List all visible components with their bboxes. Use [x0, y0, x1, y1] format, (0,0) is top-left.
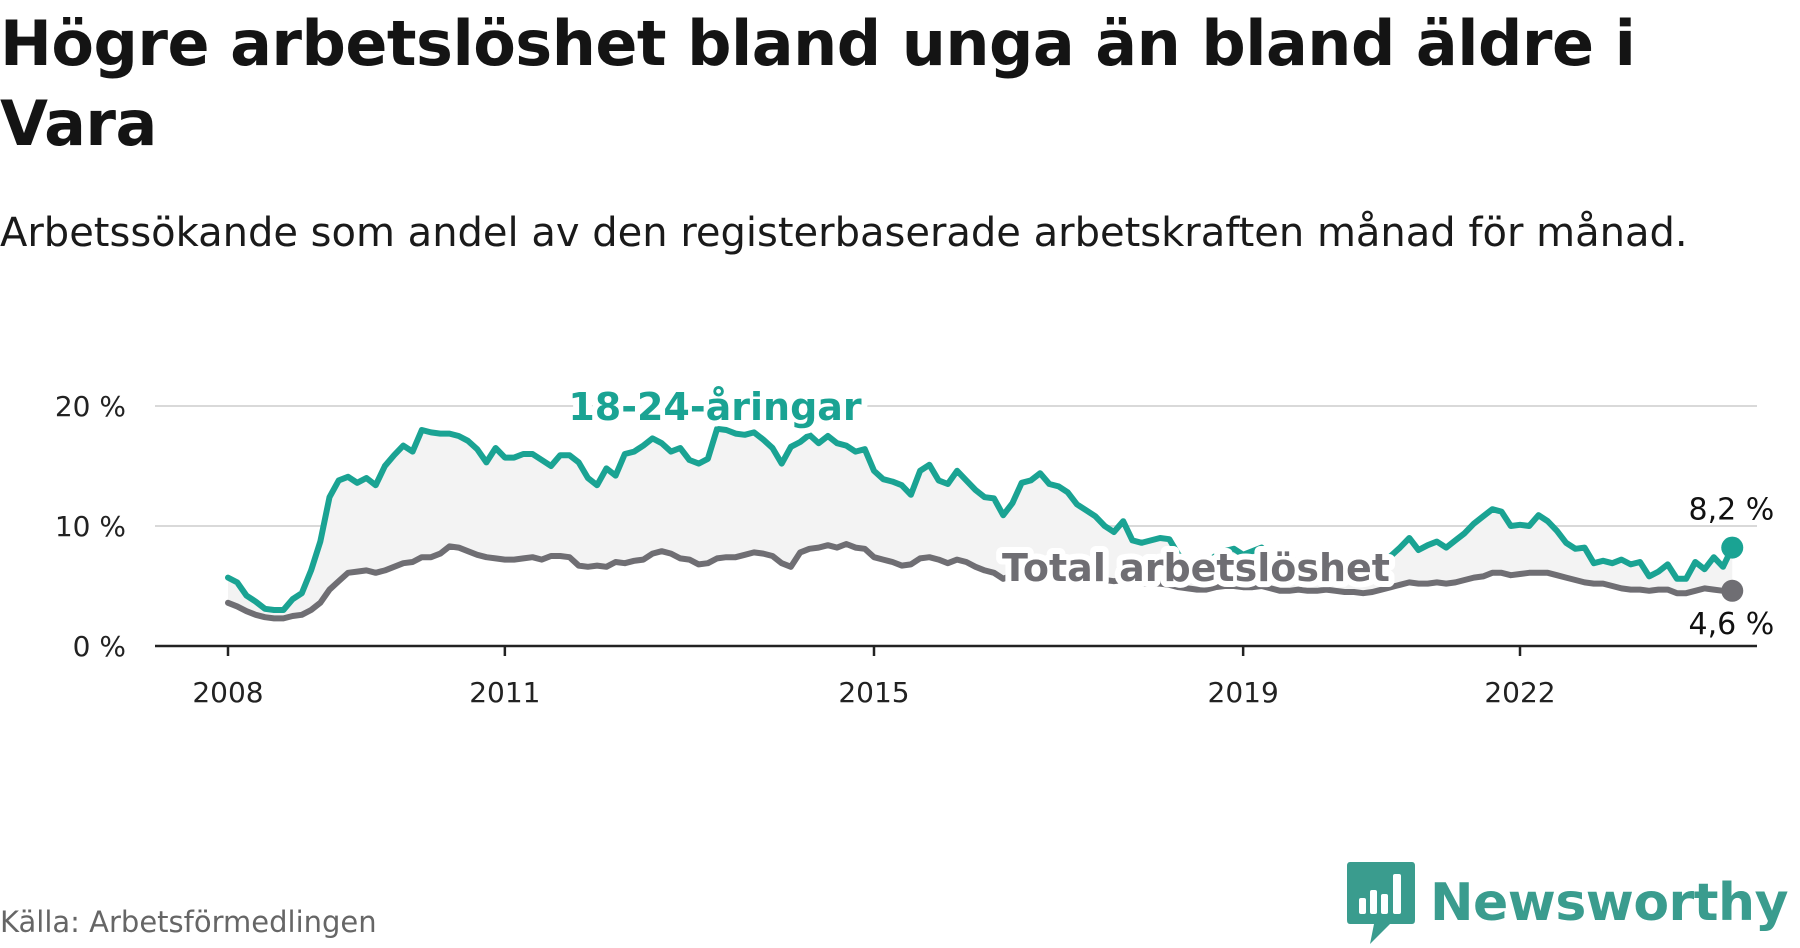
y-tick-label: 20 % [55, 390, 126, 423]
total-line [225, 541, 1736, 622]
youth-end-label: 8,2 % [1688, 493, 1774, 528]
x-tick-label: 2022 [1484, 676, 1555, 709]
source-note: Källa: Arbetsförmedlingen [0, 905, 377, 939]
total-series-label: Total arbetslöshet [1002, 546, 1390, 590]
total-end-point [1721, 579, 1744, 602]
newsworthy-logo-icon [1347, 862, 1415, 944]
total-end-label: 4,6 % [1688, 607, 1774, 642]
series-total [225, 541, 1744, 622]
youth-end-point [1721, 536, 1744, 559]
newsworthy-logo: Newsworthy [1346, 860, 1788, 946]
y-tick-label: 10 % [55, 510, 126, 543]
youth-line [225, 425, 1736, 613]
youth-series-label-halo: 18-24-åringar [568, 385, 862, 429]
chart-title: Högre arbetslöshet bland unga än bland ä… [0, 7, 1636, 160]
y-tick-label: 0 % [73, 630, 126, 663]
brand-name: Newsworthy [1430, 873, 1788, 933]
line-chart: 0 % 10 % 20 % 2008 2011 2015 2019 2022 8,2 % 4,… [55, 380, 1774, 709]
youth-series-label: 18-24-åringar [568, 385, 862, 429]
x-tick-label: 2019 [1208, 676, 1279, 709]
chart-subtitle: Arbetssökande som andel av den registerb… [0, 210, 1688, 256]
x-tick-label: 2011 [469, 676, 540, 709]
x-tick-label: 2008 [192, 676, 263, 709]
series-labels: 8,2 %4,6 %18-24-åringar18-24-åringarTota… [562, 380, 1774, 642]
total-series-label-halo: Total arbetslöshet [1002, 546, 1390, 590]
series-youth [225, 425, 1744, 613]
x-axis: 2008 2011 2015 2019 2022 [155, 644, 1757, 709]
x-tick-label: 2015 [838, 676, 909, 709]
